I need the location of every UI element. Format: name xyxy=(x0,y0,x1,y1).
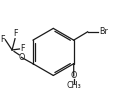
Text: F: F xyxy=(0,35,5,44)
Text: F: F xyxy=(20,44,24,53)
Text: CH₃: CH₃ xyxy=(66,81,81,90)
Text: Br: Br xyxy=(99,27,108,36)
Text: O: O xyxy=(19,53,25,62)
Text: O: O xyxy=(71,71,77,80)
Text: F: F xyxy=(13,29,17,38)
